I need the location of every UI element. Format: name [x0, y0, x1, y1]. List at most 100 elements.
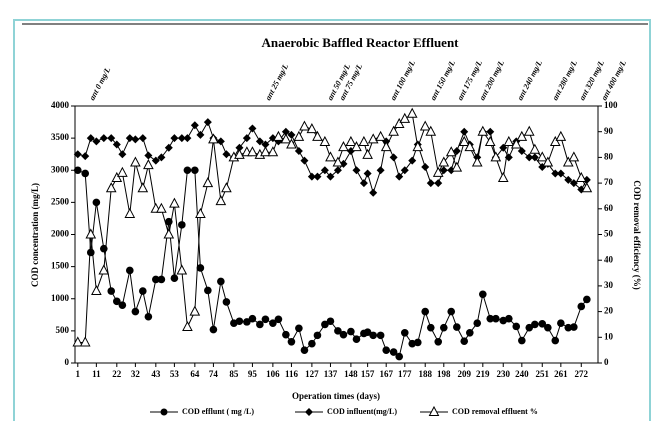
marker	[91, 284, 102, 296]
marker	[452, 323, 461, 331]
marker	[143, 159, 154, 170]
marker	[235, 317, 244, 326]
y-tick-label: 3500	[51, 132, 70, 142]
y2-tick-label: 20	[604, 306, 614, 316]
marker	[183, 134, 192, 143]
marker	[503, 135, 515, 146]
marker	[85, 228, 97, 239]
marker	[321, 320, 329, 329]
y-tick-label: 1000	[51, 293, 70, 303]
marker	[204, 286, 212, 295]
x-tick-label: 188	[418, 369, 432, 379]
x-axis-label: Operation times (days)	[292, 391, 380, 401]
marker	[117, 166, 128, 177]
marker	[208, 133, 219, 144]
marker	[439, 166, 448, 175]
marker	[156, 202, 167, 213]
marker	[479, 290, 487, 299]
marker	[362, 148, 373, 159]
marker	[126, 266, 134, 275]
marker	[529, 143, 541, 154]
marker	[273, 130, 284, 141]
marker	[118, 301, 127, 309]
x-tick-label: 209	[457, 369, 471, 379]
marker	[555, 130, 567, 141]
marker	[98, 264, 110, 275]
marker	[130, 156, 141, 167]
marker	[338, 141, 349, 152]
marker	[352, 166, 361, 175]
marker	[215, 195, 227, 206]
marker	[333, 166, 342, 175]
marker	[191, 166, 199, 175]
marker	[530, 153, 539, 162]
marker	[369, 331, 377, 340]
x-tick-label: 1	[76, 369, 81, 379]
marker	[287, 130, 296, 139]
y2-tick-label: 70	[604, 177, 614, 187]
marker	[294, 146, 303, 155]
marker	[556, 169, 565, 178]
marker	[131, 135, 140, 144]
marker	[551, 336, 560, 345]
x-tick-label: 261	[554, 369, 568, 379]
marker	[281, 127, 290, 136]
marker	[248, 314, 257, 323]
marker	[139, 287, 147, 295]
marker	[151, 156, 160, 165]
marker	[280, 133, 292, 144]
marker	[497, 171, 509, 182]
marker	[112, 140, 121, 149]
marker	[575, 171, 587, 182]
marker	[395, 352, 404, 361]
marker	[438, 156, 450, 167]
y2-tick-label: 80	[604, 151, 614, 161]
marker	[255, 137, 264, 146]
marker	[118, 150, 127, 159]
x-tick-label: 64	[190, 369, 200, 379]
marker	[525, 323, 534, 332]
marker	[138, 134, 147, 143]
marker	[477, 125, 489, 136]
legend-marker	[305, 408, 313, 416]
marker	[260, 146, 271, 157]
marker	[466, 329, 474, 337]
marker	[510, 138, 522, 149]
x-tick-label: 95	[248, 369, 258, 379]
marker	[363, 328, 372, 336]
marker	[269, 319, 277, 327]
marker	[517, 146, 526, 155]
marker	[525, 153, 534, 162]
marker	[492, 314, 500, 323]
y-tick-label: 1500	[51, 261, 70, 271]
marker	[300, 156, 309, 165]
marker	[163, 228, 175, 239]
y2-tick-label: 90	[604, 126, 614, 136]
marker	[577, 302, 586, 311]
marker	[261, 140, 270, 149]
marker	[312, 130, 323, 141]
marker	[473, 319, 482, 327]
marker	[248, 124, 257, 133]
marker	[358, 135, 370, 146]
marker	[413, 338, 422, 347]
y2-axis-label: COD removal efficiency (%)	[632, 180, 642, 290]
marker	[426, 323, 435, 332]
x-tick-label: 230	[496, 369, 510, 379]
marker	[486, 127, 495, 136]
marker	[287, 337, 296, 346]
marker	[107, 287, 116, 295]
marker	[202, 177, 214, 188]
x-tick-label: 137	[324, 369, 338, 379]
marker	[551, 169, 560, 178]
marker	[125, 134, 134, 143]
marker	[306, 123, 318, 134]
x-tick-label: 106	[266, 369, 280, 379]
y2-tick-label: 0	[604, 357, 609, 367]
y2-tick-label: 10	[604, 331, 614, 341]
marker	[412, 141, 424, 152]
marker	[334, 327, 342, 335]
x-tick-label: 11	[92, 369, 101, 379]
marker	[217, 277, 225, 286]
